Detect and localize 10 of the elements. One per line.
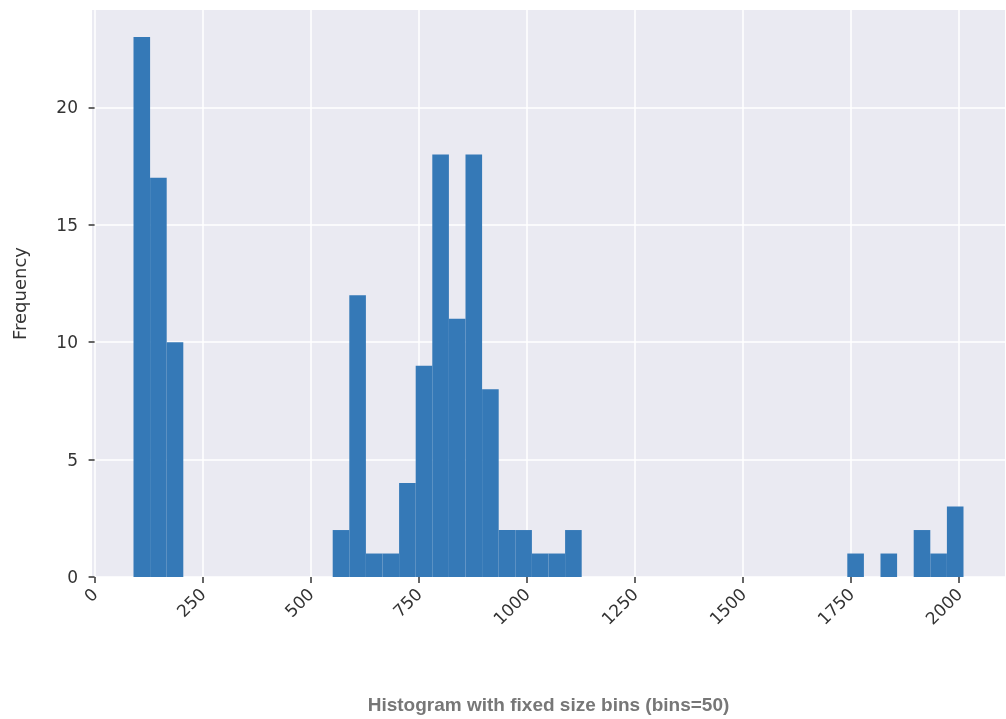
y-tick-label: 0 xyxy=(67,567,78,587)
x-tick-label: 750 xyxy=(388,583,426,621)
y-axis-title: Frequency xyxy=(8,246,30,340)
x-tick-label: 250 xyxy=(172,583,210,621)
y-tick-label: 5 xyxy=(67,449,78,470)
x-axis-title: Histogram with fixed size bins (bins=50) xyxy=(367,694,730,715)
x-tick-label: 500 xyxy=(280,583,318,621)
y-tick-label: 20 xyxy=(56,97,78,118)
y-tick-label: 15 xyxy=(56,214,78,235)
y-tick-label: 10 xyxy=(56,332,78,353)
